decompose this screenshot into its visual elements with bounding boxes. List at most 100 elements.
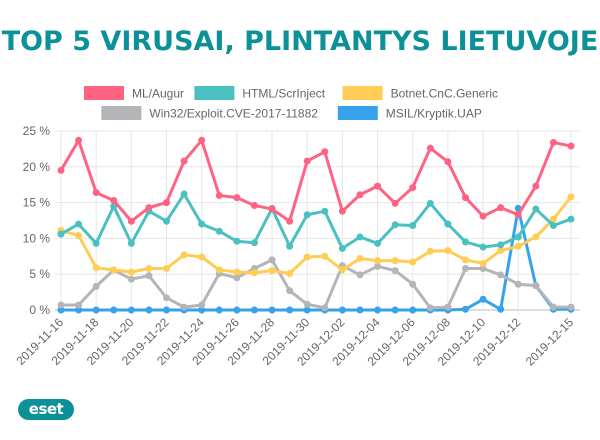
data-point: [303, 253, 311, 261]
legend-swatch: [342, 86, 383, 100]
data-point: [286, 217, 294, 225]
legend-swatch: [84, 86, 124, 100]
data-point: [409, 280, 417, 288]
data-point: [374, 239, 382, 247]
data-point: [356, 306, 364, 314]
series-win32-exploit-cve-2017-11882: [57, 256, 575, 312]
data-point: [479, 264, 487, 272]
data-point: [321, 304, 329, 312]
data-point: [110, 196, 118, 204]
data-point: [321, 148, 329, 156]
data-point: [338, 207, 346, 215]
data-point: [127, 239, 135, 247]
data-point: [444, 247, 452, 255]
data-point: [479, 212, 487, 220]
series-ml-augur: [57, 136, 575, 225]
data-point: [479, 243, 487, 251]
data-point: [409, 306, 417, 314]
data-point: [127, 306, 135, 314]
legend-swatch: [101, 106, 142, 120]
data-point: [198, 306, 206, 314]
data-point: [75, 301, 83, 309]
data-point: [426, 247, 434, 255]
data-point: [303, 306, 311, 314]
data-point: [180, 157, 188, 165]
data-point: [391, 221, 399, 229]
data-point: [374, 182, 382, 190]
data-point: [250, 269, 258, 277]
data-point: [303, 300, 311, 308]
data-point: [479, 259, 487, 267]
data-point: [92, 189, 100, 197]
y-tick-label: 5 %: [29, 267, 50, 281]
data-point: [163, 294, 171, 302]
data-point: [127, 217, 135, 225]
data-point: [215, 306, 223, 314]
data-point: [198, 253, 206, 261]
legend-item: Botnet.CnC.Generic: [342, 86, 498, 101]
data-point: [549, 222, 557, 230]
data-point: [233, 274, 241, 282]
data-point: [356, 233, 364, 241]
data-point: [338, 266, 346, 274]
data-point: [215, 266, 223, 274]
data-point: [409, 184, 417, 192]
data-point: [549, 303, 557, 311]
data-point: [198, 220, 206, 228]
data-point: [268, 256, 276, 264]
series-line: [61, 206, 571, 312]
y-tick-label: 15 %: [23, 196, 51, 210]
series-botnet-cnc-generic: [57, 193, 575, 277]
data-point: [75, 232, 83, 240]
data-point: [409, 258, 417, 266]
data-point: [391, 199, 399, 207]
data-point: [426, 144, 434, 152]
data-point: [233, 237, 241, 245]
data-point: [110, 306, 118, 314]
data-point: [57, 230, 65, 238]
data-point: [92, 282, 100, 290]
data-point: [145, 204, 153, 212]
y-axis: 0 % 5 % 10 % 15 % 20 % 25 %: [23, 124, 51, 317]
legend: ML/Augur HTML/ScrInject Botnet.CnC.Generic…: [84, 86, 498, 121]
eset-logo: eset: [18, 399, 74, 420]
data-point: [250, 239, 258, 247]
data-point: [374, 257, 382, 265]
data-point: [514, 280, 522, 288]
data-point: [461, 264, 469, 272]
data-point: [549, 138, 557, 146]
data-point: [75, 220, 83, 228]
legend-label: ML/Augur: [132, 87, 184, 101]
legend-item: HTML/ScrInject: [194, 86, 326, 101]
data-point: [444, 303, 452, 311]
y-tick-label: 20 %: [23, 160, 51, 174]
legend-swatch: [194, 86, 235, 100]
data-point: [514, 233, 522, 241]
data-point: [461, 194, 469, 202]
legend-label: MSIL/Kryptik.UAP: [386, 107, 482, 121]
data-point: [57, 306, 65, 314]
data-point: [532, 205, 540, 213]
data-point: [321, 207, 329, 215]
data-point: [549, 215, 557, 223]
legend-label: Botnet.CnC.Generic: [391, 87, 498, 101]
data-point: [145, 272, 153, 280]
legend-item: ML/Augur: [84, 86, 184, 101]
data-point: [409, 222, 417, 230]
data-point: [286, 287, 294, 295]
data-point: [497, 305, 505, 313]
data-point: [250, 306, 258, 314]
data-point: [75, 136, 83, 144]
data-point: [567, 215, 575, 223]
data-point: [479, 295, 487, 303]
data-point: [391, 257, 399, 265]
legend-swatch: [337, 106, 378, 120]
data-point: [268, 306, 276, 314]
series-lines: [57, 136, 575, 314]
data-point: [92, 306, 100, 314]
data-point: [497, 204, 505, 212]
legend-item: Win32/Exploit.CVE-2017-11882: [101, 106, 318, 121]
data-point: [391, 306, 399, 314]
data-point: [233, 306, 241, 314]
